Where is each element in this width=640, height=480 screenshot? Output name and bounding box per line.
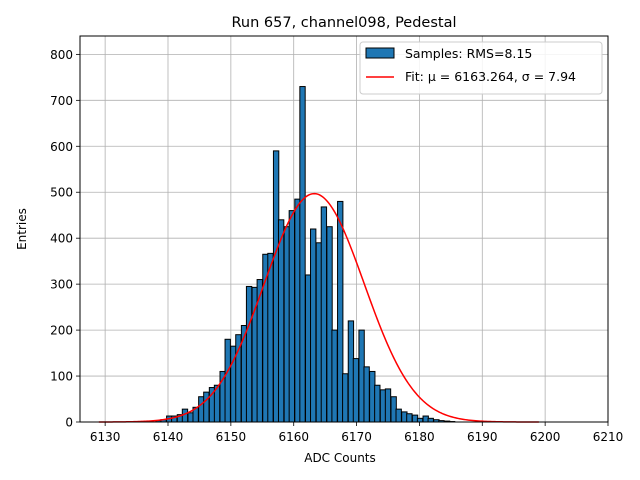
legend-label-fit: Fit: μ = 6163.264, σ = 7.94 — [405, 69, 576, 84]
histogram-bar — [374, 384, 381, 423]
histogram-bar — [342, 373, 349, 423]
histogram-bar — [310, 228, 317, 423]
histogram-bar — [181, 408, 189, 423]
histogram-bar — [277, 219, 285, 423]
histogram-bar — [363, 366, 370, 423]
y-tick-label: 800 — [50, 48, 73, 62]
y-tick-label: 600 — [50, 140, 73, 154]
fit-curve — [98, 192, 539, 423]
x-tick-label: 6190 — [467, 430, 498, 444]
histogram-bar — [267, 252, 274, 423]
histogram-bar — [320, 206, 328, 423]
legend: Samples: RMS=8.15 Fit: μ = 6163.264, σ =… — [359, 41, 603, 95]
histogram-bar — [384, 388, 392, 423]
histogram-bar — [427, 417, 434, 423]
histogram-bars — [155, 86, 456, 423]
histogram-bar — [288, 210, 295, 423]
x-tick-label: 6170 — [341, 430, 372, 444]
histogram-bar — [331, 329, 338, 423]
chart-title: Run 657, channel098, Pedestal — [231, 15, 456, 31]
histogram-bar — [224, 338, 231, 423]
x-axis-ticks: 6130 6140 6150 6160 6170 6180 6190 6200 6210 — [90, 422, 623, 444]
histogram-bar — [203, 391, 210, 423]
x-tick-label: 6130 — [90, 430, 121, 444]
legend-swatch-samples — [365, 47, 395, 59]
legend-box — [359, 41, 603, 95]
y-tick-label: 0 — [65, 416, 73, 430]
x-tick-label: 6140 — [153, 430, 184, 444]
y-axis-label: Entries — [15, 208, 29, 250]
y-tick-label: 200 — [50, 324, 73, 338]
y-tick-label: 500 — [50, 186, 73, 200]
x-tick-label: 6150 — [216, 430, 247, 444]
x-axis-label: ADC Counts — [304, 451, 376, 465]
legend-label-samples: Samples: RMS=8.15 — [405, 46, 532, 61]
y-axis-ticks: 0 100 200 300 400 500 600 700 800 — [50, 48, 80, 430]
histogram-bar — [235, 334, 242, 423]
histogram-bar — [406, 413, 413, 423]
histogram-bar — [299, 86, 306, 423]
y-tick-label: 100 — [50, 370, 73, 384]
histogram-bar — [395, 408, 402, 423]
x-tick-label: 6200 — [530, 430, 561, 444]
plot-frame — [79, 35, 609, 423]
histogram-bar — [245, 285, 253, 423]
x-tick-label: 6160 — [278, 430, 309, 444]
y-tick-label: 300 — [50, 278, 73, 292]
x-tick-label: 6210 — [593, 430, 624, 444]
y-tick-label: 700 — [50, 94, 73, 108]
histogram-bar — [416, 417, 424, 423]
y-tick-label: 400 — [50, 232, 73, 246]
histogram-bar — [352, 358, 360, 423]
x-tick-label: 6180 — [404, 430, 435, 444]
